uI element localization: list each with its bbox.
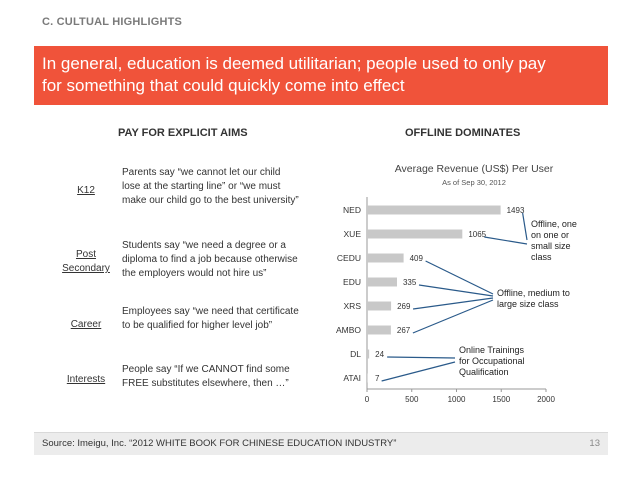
annotation-line: for Occupational <box>459 356 525 366</box>
section-label: C. CULTUAL HIGHLIGHTS <box>42 16 183 28</box>
row-text-line: Students say “we need a degree or a <box>122 240 286 251</box>
bar-ned <box>367 205 501 215</box>
data-label: 269 <box>397 302 411 311</box>
data-label: 1065 <box>468 230 486 239</box>
row-text-line: People say “If we CANNOT find some <box>122 364 290 375</box>
annotation-line: Online Trainings <box>459 345 525 355</box>
annotation-line: Qualification <box>459 367 509 377</box>
category-label: DL <box>350 349 361 359</box>
row-name-line: Secondary <box>62 263 110 274</box>
right-heading: OFFLINE DOMINATES <box>405 127 521 139</box>
annotation-arrow <box>387 356 456 359</box>
data-label: 24 <box>375 350 384 359</box>
category-label: ATAI <box>343 373 361 383</box>
row-text-line: diploma to find a job because otherwise <box>122 254 298 265</box>
data-label: 267 <box>397 326 411 335</box>
bar-ambo <box>367 325 391 335</box>
annotation-arrow <box>522 212 528 241</box>
annotation-online: Online Trainings for Occupational Qualif… <box>459 345 525 378</box>
headline-line-2: for something that could quickly come in… <box>42 76 405 95</box>
data-label: 1493 <box>507 206 525 215</box>
row-text-line: the employers would not hire us” <box>122 268 267 279</box>
row-text-career: Employees say “we need that certificate … <box>122 305 322 333</box>
category-label: XUE <box>344 229 362 239</box>
category-label: AMBO <box>336 325 361 335</box>
annotation-arrow <box>412 297 494 310</box>
annotation-line: Offline, one <box>531 219 577 229</box>
category-label: NED <box>343 205 361 215</box>
category-label: CEDU <box>337 253 361 263</box>
annotation-arrow <box>412 299 494 334</box>
footer-divider <box>34 432 608 433</box>
annotation-offline-medium: Offline, medium to large size class <box>497 288 570 310</box>
row-name-interests: Interests <box>66 374 106 385</box>
x-tick-label: 2000 <box>537 395 555 404</box>
data-label: 409 <box>410 254 424 263</box>
row-text-line: Parents say “we cannot let our child <box>122 167 281 178</box>
footer: Source: Imeigu, Inc. “2012 WHITE BOOK FO… <box>34 433 608 455</box>
row-text-post-secondary: Students say “we need a degree or a dipl… <box>122 239 322 281</box>
annotation-line: Offline, medium to <box>497 288 570 298</box>
bar-cedu <box>367 253 404 263</box>
data-label: 7 <box>375 374 380 383</box>
annotation-line: small size <box>531 241 571 251</box>
annotation-line: on one or <box>531 230 570 240</box>
source-note: Source: Imeigu, Inc. “2012 WHITE BOOK FO… <box>42 438 397 449</box>
annotation-line: class <box>531 252 552 262</box>
x-tick-label: 0 <box>365 395 370 404</box>
annotation-arrow <box>381 361 456 382</box>
row-text-line: to be qualified for higher level job” <box>122 320 273 331</box>
annotation-arrow <box>484 236 528 245</box>
bar-atai <box>367 373 368 383</box>
row-name-k12: K12 <box>77 185 95 196</box>
bar-xrs <box>367 301 392 311</box>
row-name-career: Career <box>70 319 102 330</box>
bar-dl <box>367 349 370 359</box>
category-label: XRS <box>344 301 362 311</box>
headline-banner: In general, education is deemed utilitar… <box>34 46 608 105</box>
row-text-interests: People say “If we CANNOT find some FREE … <box>122 363 322 391</box>
row-name-line: Post <box>75 249 96 260</box>
annotation-arrow <box>418 284 494 297</box>
annotation-offline-one: Offline, one on one or small size class <box>531 219 577 263</box>
row-text-line: lose at the starting line” or “we must <box>122 181 281 192</box>
row-text-line: Employees say “we need that certificate <box>122 306 299 317</box>
x-tick-label: 500 <box>405 395 419 404</box>
page-number: 13 <box>589 438 600 449</box>
left-heading: PAY FOR EXPLICIT AIMS <box>118 127 248 139</box>
row-text-line: make our child go to the best university… <box>122 195 299 206</box>
category-label: EDU <box>343 277 361 287</box>
chart-title: Average Revenue (US$) Per User <box>394 163 554 175</box>
data-label: 335 <box>403 278 417 287</box>
row-text-k12: Parents say “we cannot let our child los… <box>122 166 322 208</box>
x-tick-label: 1500 <box>492 395 510 404</box>
headline-line-1: In general, education is deemed utilitar… <box>42 54 546 73</box>
chart-subtitle: As of Sep 30, 2012 <box>442 178 506 187</box>
row-text-line: FREE substitutes elsewhere, then …” <box>122 378 289 389</box>
x-tick-label: 1000 <box>448 395 466 404</box>
annotation-line: large size class <box>497 299 559 309</box>
bar-xue <box>367 229 463 239</box>
annotation-arrow <box>425 260 494 295</box>
row-name-post-secondary: Post Secondary <box>56 248 116 276</box>
bar-edu <box>367 277 397 287</box>
